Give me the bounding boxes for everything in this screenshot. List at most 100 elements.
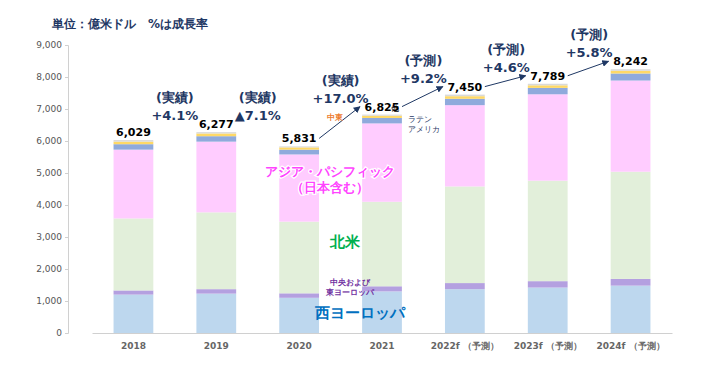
series-label: アジア・パシフィック（日本含む） xyxy=(265,164,395,195)
series-labels: 西ヨーロッパ中央および東ヨーロッパ北米アジア・パシフィック（日本含む）ラテンアメ… xyxy=(265,104,440,322)
x-tick: 2023f （予測） xyxy=(514,333,582,351)
y-tick-mark xyxy=(65,141,68,142)
growth-rate: +4.1% xyxy=(151,108,198,123)
chart: 単位：億米ドル %は成長率01,0002,0003,0004,0005,0006… xyxy=(0,0,720,370)
x-axis: 20182019202020212022f （予測）2023f （予測）2024… xyxy=(93,333,673,351)
y-tick-label: 6,000 xyxy=(36,136,62,146)
x-tick-label: 2023f （予測） xyxy=(514,341,582,351)
series-group xyxy=(114,71,651,150)
growth-rate: +4.6% xyxy=(483,60,530,75)
bar-segment xyxy=(611,279,651,286)
growth-status: (予測) xyxy=(487,42,525,57)
growth-arrow xyxy=(402,87,443,107)
total-label: 7,789 xyxy=(530,70,565,83)
y-tick-mark xyxy=(65,269,68,270)
growth-rate: +9.2% xyxy=(400,71,447,86)
bar-segment xyxy=(445,283,485,289)
growth-annotations: (実績)+4.1%(実績)▲7.1%(実績)+17.0%(予測)+9.2%(予測… xyxy=(151,27,612,138)
bar-segment xyxy=(196,212,236,289)
x-tick: 2020 xyxy=(287,333,312,351)
series-label: 中東 xyxy=(327,113,344,122)
growth-status: (予測) xyxy=(570,27,608,42)
bar-segment xyxy=(114,150,154,219)
y-tick-label: 0 xyxy=(56,328,62,338)
y-tick: 7,000 xyxy=(36,104,68,114)
bar-segment xyxy=(611,286,651,333)
y-tick-mark xyxy=(65,237,68,238)
growth-rate: ▲7.1% xyxy=(235,108,281,123)
growth-status: (実績) xyxy=(322,73,360,88)
growth-status: (予測) xyxy=(404,53,442,68)
growth-rate: +17.0% xyxy=(313,91,369,106)
series-group xyxy=(114,81,651,222)
y-tick: 8,000 xyxy=(36,72,68,82)
series-label: 中央および東ヨーロッパ xyxy=(325,278,375,297)
y-tick: 9,000 xyxy=(36,40,68,50)
bar-segment xyxy=(362,202,402,286)
bar-segment xyxy=(611,69,651,71)
y-axis-line xyxy=(65,46,69,334)
x-tick-label: 2020 xyxy=(287,341,312,351)
bar-segment xyxy=(196,142,236,213)
y-tick-mark xyxy=(65,77,68,78)
y-tick-mark xyxy=(65,301,68,302)
x-tick: 2019 xyxy=(204,333,229,351)
bar-segment xyxy=(279,150,319,155)
x-tick: 2022f （予測） xyxy=(431,333,499,351)
y-tick-label: 3,000 xyxy=(36,232,62,242)
x-tick: 2021 xyxy=(369,333,394,351)
bar-segment xyxy=(445,95,485,97)
y-tick-mark xyxy=(65,109,68,110)
y-tick-label: 5,000 xyxy=(36,168,62,178)
series-group xyxy=(114,73,651,154)
y-tick-label: 4,000 xyxy=(36,200,62,210)
y-tick-label: 9,000 xyxy=(36,40,62,50)
bar-segment xyxy=(196,289,236,293)
bar-segment xyxy=(611,172,651,279)
bar-segment xyxy=(279,222,319,294)
bar-segment xyxy=(114,140,154,142)
y-tick: 3,000 xyxy=(36,232,68,242)
bar-segment xyxy=(114,142,154,145)
series-label: 北米 xyxy=(329,233,361,251)
bar-segment xyxy=(114,295,154,333)
y-tick: 0 xyxy=(56,328,68,338)
bar-segment xyxy=(445,99,485,105)
growth-arrow xyxy=(568,61,609,75)
bar-segment xyxy=(611,73,651,80)
bar-segment xyxy=(279,298,319,333)
growth-status: (実績) xyxy=(156,90,194,105)
bar-segment xyxy=(528,84,568,86)
bar-segment xyxy=(196,132,236,133)
bar-segment xyxy=(196,133,236,136)
total-label: 6,277 xyxy=(199,118,234,131)
total-label: 5,831 xyxy=(282,132,317,145)
total-label: 8,242 xyxy=(613,55,648,68)
x-tick-label: 2024f （予測） xyxy=(597,341,665,351)
totals: 6,029 6,277 5,831 6,825 7,450 7,789 8,242 xyxy=(116,55,648,145)
bar-segment xyxy=(445,289,485,333)
total-label: 6,029 xyxy=(116,126,151,139)
growth-rate: +5.8% xyxy=(566,45,613,60)
bar-segment xyxy=(114,290,154,294)
x-tick: 2024f （予測） xyxy=(597,333,665,351)
x-tick-label: 2022f （予測） xyxy=(431,341,499,351)
growth-arrow xyxy=(319,107,360,139)
y-tick-mark xyxy=(65,333,68,334)
series-label: 他 xyxy=(391,104,399,113)
bar-segment xyxy=(279,293,319,297)
series-group xyxy=(114,286,651,333)
bar-segment xyxy=(445,96,485,99)
total-label: 6,825 xyxy=(365,101,400,114)
total-label: 7,450 xyxy=(447,81,482,94)
bar-segment xyxy=(362,116,402,118)
bar-segment xyxy=(528,85,568,88)
subtitle: 単位：億米ドル %は成長率 xyxy=(51,17,208,31)
bar-segment xyxy=(528,288,568,333)
bar-segment xyxy=(528,181,568,281)
y-tick: 5,000 xyxy=(36,168,68,178)
bar-segment xyxy=(362,115,402,116)
x-axis-line xyxy=(93,333,673,334)
bar-segment xyxy=(279,147,319,149)
chart-container: 単位：億米ドル %は成長率01,0002,0003,0004,0005,0006… xyxy=(0,0,720,370)
